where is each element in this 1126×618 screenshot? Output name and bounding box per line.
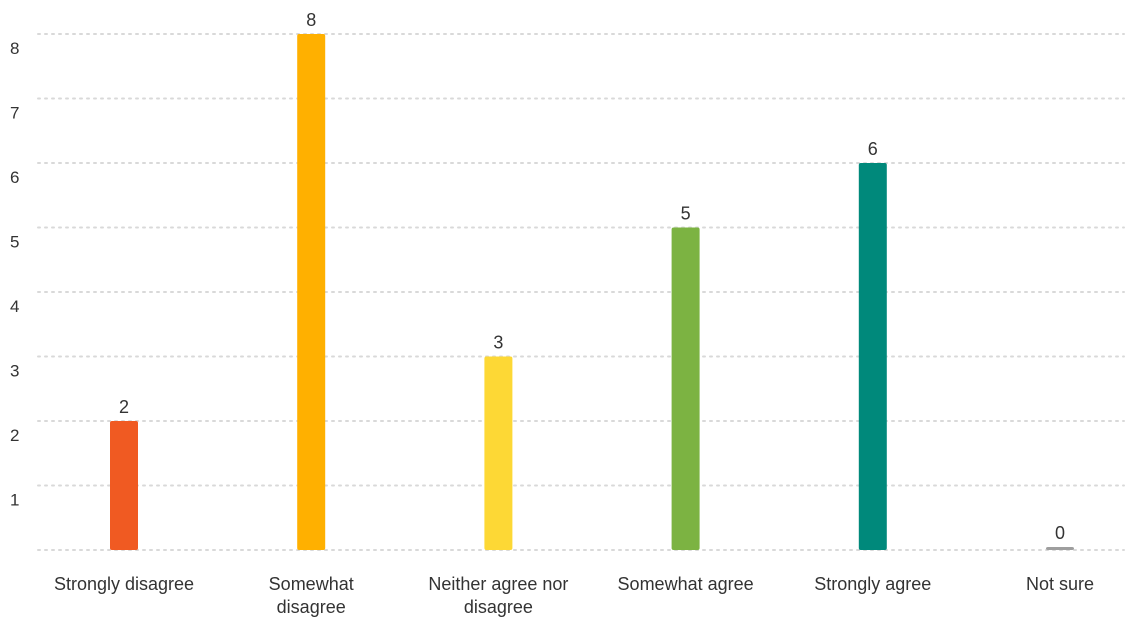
y-tick-label: 8: [10, 39, 19, 58]
y-tick-label: 7: [10, 104, 19, 123]
x-tick-label: Not sure: [1026, 574, 1094, 594]
x-tick-label: Neither agree nor disagree: [428, 574, 568, 617]
bar: [859, 163, 887, 550]
x-tick-label: Somewhat disagree: [269, 574, 354, 617]
y-tick-label: 5: [10, 233, 19, 252]
data-label: 6: [868, 139, 878, 159]
bar: [110, 421, 138, 550]
data-label: 8: [306, 10, 316, 30]
data-label: 2: [119, 397, 129, 417]
gridlines: [38, 34, 1124, 550]
data-labels: 2 8 3 5 6 0: [119, 10, 1065, 543]
data-label: 0: [1055, 523, 1065, 543]
bar: [1046, 547, 1074, 550]
x-axis: Strongly disagree Somewhat disagree Neither…: [54, 574, 1094, 617]
y-tick-label: 1: [10, 491, 19, 510]
bar: [297, 34, 325, 550]
y-tick-label: 6: [10, 168, 19, 187]
bar: [672, 228, 700, 551]
x-tick-label: Strongly disagree: [54, 574, 194, 594]
data-label: 3: [493, 333, 503, 353]
x-tick-label: Somewhat agree: [618, 574, 754, 594]
y-tick-label: 2: [10, 426, 19, 445]
data-label: 5: [681, 204, 691, 224]
bar: [484, 357, 512, 551]
y-tick-label: 3: [10, 362, 19, 381]
x-tick-label: Strongly agree: [814, 574, 931, 594]
y-tick-label: 4: [10, 297, 19, 316]
y-axis: 1 2 3 4 5 6 7 8: [10, 39, 19, 510]
